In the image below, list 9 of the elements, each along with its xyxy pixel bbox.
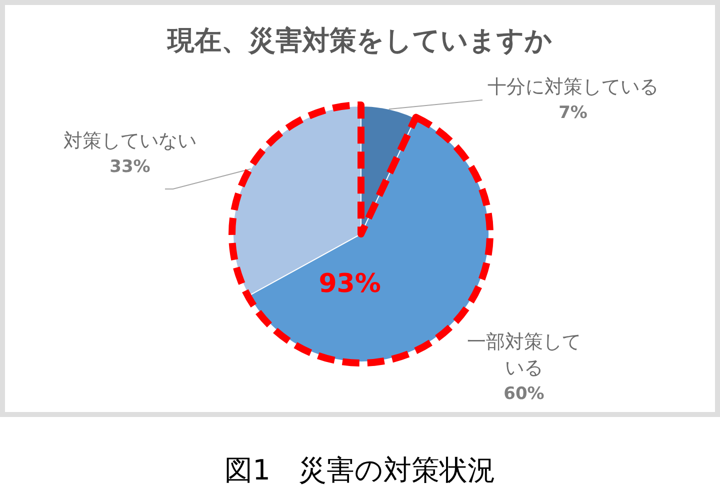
caption: 図1 災害の対策状況 — [224, 454, 496, 485]
text: 93% — [318, 268, 381, 299]
slice-label: 十分に対策している — [488, 76, 658, 98]
data-label: 7% — [558, 103, 588, 123]
chart-title: 現在、災害対策をしていますか — [166, 26, 552, 56]
data-label: 33% — [110, 157, 150, 177]
slice-label: 対策していない — [64, 130, 196, 152]
data-label: 60% — [504, 384, 544, 404]
slice-label: 一部対策している — [467, 331, 581, 379]
